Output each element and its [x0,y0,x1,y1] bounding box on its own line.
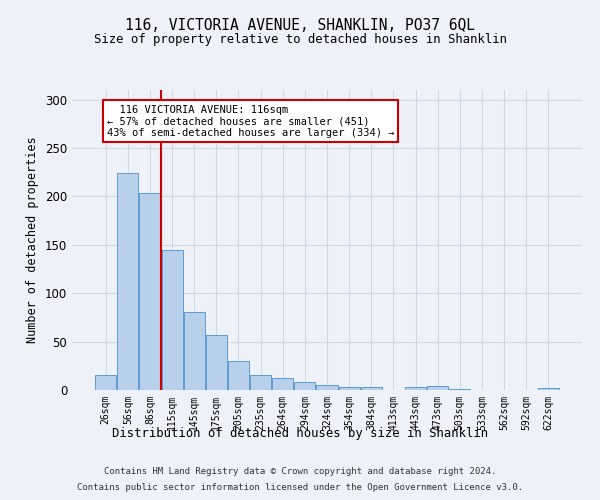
Text: 116, VICTORIA AVENUE, SHANKLIN, PO37 6QL: 116, VICTORIA AVENUE, SHANKLIN, PO37 6QL [125,18,475,32]
Text: Distribution of detached houses by size in Shanklin: Distribution of detached houses by size … [112,428,488,440]
Bar [272,378,293,390]
Bar [361,387,382,390]
Bar [118,173,139,390]
Bar [250,376,271,390]
Bar [316,385,338,390]
Bar [338,387,359,390]
Y-axis label: Number of detached properties: Number of detached properties [26,136,40,344]
Bar [427,386,448,390]
Text: 116 VICTORIA AVENUE: 116sqm
← 57% of detached houses are smaller (451)
43% of se: 116 VICTORIA AVENUE: 116sqm ← 57% of det… [107,104,394,138]
Text: Size of property relative to detached houses in Shanklin: Size of property relative to detached ho… [94,32,506,46]
Bar [228,361,249,390]
Bar [449,389,470,390]
Text: Contains HM Land Registry data © Crown copyright and database right 2024.: Contains HM Land Registry data © Crown c… [104,468,496,476]
Bar [139,192,160,390]
Bar [405,387,426,390]
Bar [184,312,205,390]
Text: Contains public sector information licensed under the Open Government Licence v3: Contains public sector information licen… [77,482,523,492]
Bar [95,376,116,390]
Bar [295,382,316,390]
Bar [161,250,182,390]
Bar [538,388,559,390]
Bar [206,335,227,390]
